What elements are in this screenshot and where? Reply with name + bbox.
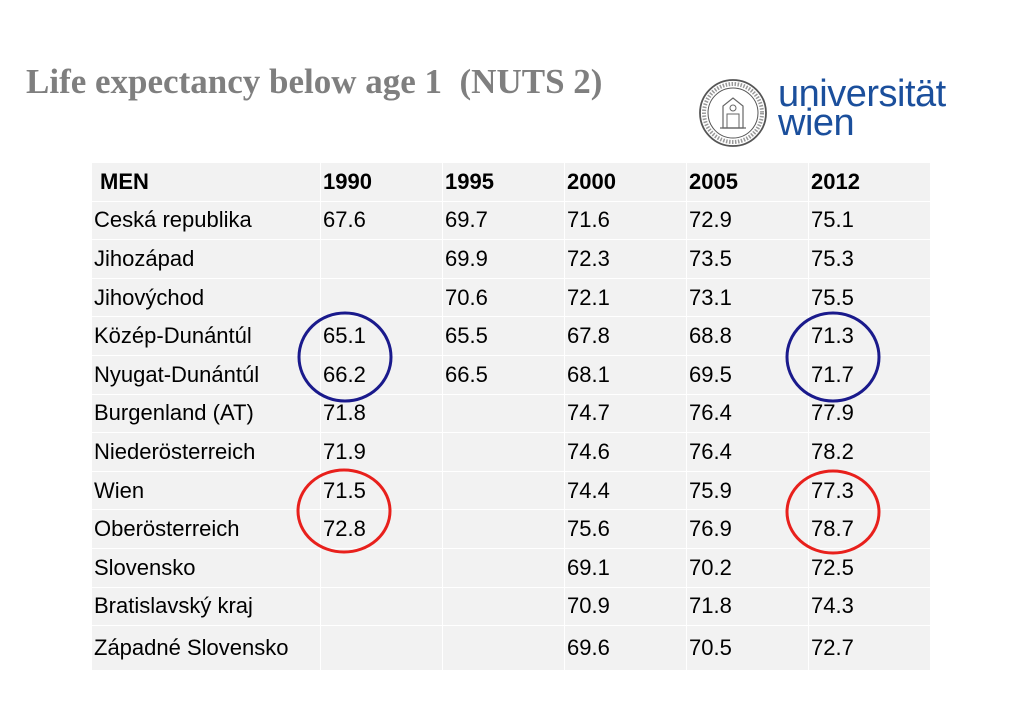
value-cell: 75.3 [808, 239, 931, 279]
table-row: Bratislavský kraj 70.9 71.8 74.3 [91, 586, 931, 627]
value-cell: 71.8 [320, 393, 443, 434]
page-title: Life expectancy below age 1 (NUTS 2) [26, 62, 603, 101]
value-cell: 78.2 [808, 432, 931, 472]
life-expectancy-table: MEN 1990 1995 2000 2005 2012 Ceská repub… [91, 162, 931, 672]
value-cell: 70.6 [442, 277, 565, 318]
value-cell: 67.6 [320, 200, 443, 241]
value-cell [442, 393, 565, 434]
table-row: Slovensko 69.1 70.2 72.5 [91, 547, 931, 588]
region-cell: Közép-Dunántúl [91, 316, 321, 356]
value-cell: 71.5 [320, 470, 443, 511]
header-cell-2005: 2005 [686, 162, 809, 202]
header-cell-men: MEN [91, 162, 321, 202]
value-cell: 70.9 [564, 586, 687, 627]
value-cell: 65.1 [320, 316, 443, 356]
header-cell-2012: 2012 [808, 162, 931, 202]
value-cell: 73.5 [686, 239, 809, 279]
value-cell: 70.2 [686, 547, 809, 588]
value-cell: 75.1 [808, 200, 931, 241]
university-seal-icon [699, 79, 767, 147]
value-cell: 71.3 [808, 316, 931, 356]
value-cell: 68.1 [564, 354, 687, 395]
value-cell: 69.5 [686, 354, 809, 395]
header-cell-1990: 1990 [320, 162, 443, 202]
region-cell: Ceská republika [91, 200, 321, 241]
value-cell: 69.6 [564, 625, 687, 672]
region-cell: Bratislavský kraj [91, 586, 321, 627]
region-cell: Slovensko [91, 547, 321, 588]
value-cell: 69.9 [442, 239, 565, 279]
wordmark-line-1: universität [778, 73, 946, 115]
value-cell [442, 625, 565, 672]
region-cell: Wien [91, 470, 321, 511]
value-cell [442, 432, 565, 472]
value-cell: 72.8 [320, 509, 443, 549]
value-cell [442, 586, 565, 627]
region-cell: Niederösterreich [91, 432, 321, 472]
value-cell: 76.4 [686, 432, 809, 472]
table-header-row: MEN 1990 1995 2000 2005 2012 [91, 162, 931, 202]
value-cell: 74.3 [808, 586, 931, 627]
value-cell: 71.6 [564, 200, 687, 241]
region-cell: Západné Slovensko [91, 625, 321, 672]
value-cell: 78.7 [808, 509, 931, 549]
value-cell [320, 547, 443, 588]
table-row: Jihovýchod 70.6 72.1 73.1 75.5 [91, 277, 931, 318]
table-row: Nyugat-Dunántúl 66.2 66.5 68.1 69.5 71.7 [91, 354, 931, 395]
region-cell: Jihozápad [91, 239, 321, 279]
value-cell: 72.3 [564, 239, 687, 279]
region-cell: Nyugat-Dunántúl [91, 354, 321, 395]
value-cell: 77.9 [808, 393, 931, 434]
value-cell: 73.1 [686, 277, 809, 318]
value-cell: 74.7 [564, 393, 687, 434]
value-cell: 72.1 [564, 277, 687, 318]
value-cell: 77.3 [808, 470, 931, 511]
table-row: Wien 71.5 74.4 75.9 77.3 [91, 470, 931, 511]
value-cell: 66.5 [442, 354, 565, 395]
region-cell: Burgenland (AT) [91, 393, 321, 434]
value-cell: 72.9 [686, 200, 809, 241]
value-cell [320, 625, 443, 672]
value-cell [442, 509, 565, 549]
value-cell: 71.7 [808, 354, 931, 395]
university-wordmark: universität wien [778, 73, 946, 144]
value-cell [320, 239, 443, 279]
value-cell: 70.5 [686, 625, 809, 672]
university-logo: universität wien [698, 73, 958, 150]
region-cell: Jihovýchod [91, 277, 321, 318]
value-cell [320, 277, 443, 318]
value-cell [442, 547, 565, 588]
value-cell: 67.8 [564, 316, 687, 356]
header-cell-1995: 1995 [442, 162, 565, 202]
value-cell: 74.4 [564, 470, 687, 511]
table-row: Niederösterreich 71.9 74.6 76.4 78.2 [91, 432, 931, 472]
value-cell [320, 586, 443, 627]
value-cell: 75.6 [564, 509, 687, 549]
value-cell: 66.2 [320, 354, 443, 395]
value-cell: 72.7 [808, 625, 931, 672]
value-cell: 76.4 [686, 393, 809, 434]
table-row: Közép-Dunántúl 65.1 65.5 67.8 68.8 71.3 [91, 316, 931, 356]
value-cell: 75.9 [686, 470, 809, 511]
value-cell: 72.5 [808, 547, 931, 588]
table-row: Jihozápad 69.9 72.3 73.5 75.3 [91, 239, 931, 279]
wordmark-line-2: wien [778, 102, 855, 144]
header-cell-2000: 2000 [564, 162, 687, 202]
value-cell: 69.1 [564, 547, 687, 588]
value-cell: 71.8 [686, 586, 809, 627]
table-row: Oberösterreich 72.8 75.6 76.9 78.7 [91, 509, 931, 549]
value-cell: 75.5 [808, 277, 931, 318]
table-row: Burgenland (AT) 71.8 74.7 76.4 77.9 [91, 393, 931, 434]
region-cell: Oberösterreich [91, 509, 321, 549]
table-row: Západné Slovensko 69.6 70.5 72.7 [91, 625, 931, 672]
value-cell [442, 470, 565, 511]
table-row: Ceská republika 67.6 69.7 71.6 72.9 75.1 [91, 200, 931, 241]
value-cell: 68.8 [686, 316, 809, 356]
value-cell: 74.6 [564, 432, 687, 472]
value-cell: 71.9 [320, 432, 443, 472]
value-cell: 69.7 [442, 200, 565, 241]
value-cell: 76.9 [686, 509, 809, 549]
value-cell: 65.5 [442, 316, 565, 356]
